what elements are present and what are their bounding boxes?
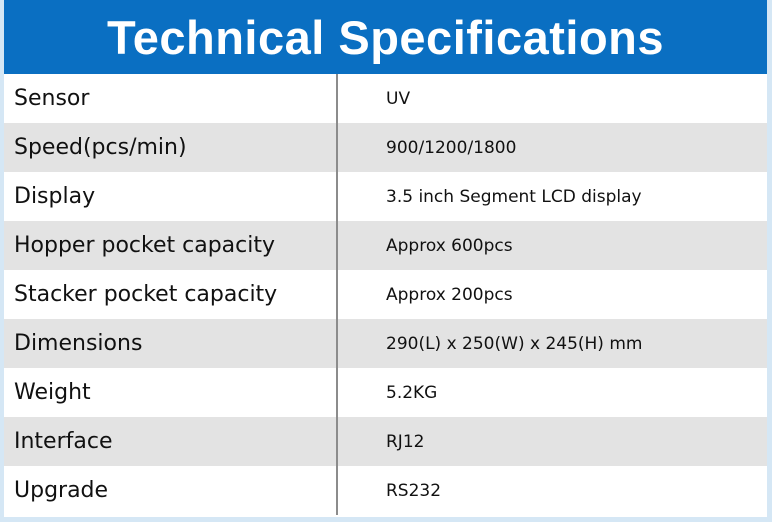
spec-row: Dimensions 290(L) x 250(W) x 245(H) mm (4, 319, 767, 368)
spec-value: 5.2KG (386, 382, 438, 403)
spec-card: Technical Specifications Sensor UV Speed(p… (4, 0, 767, 517)
spec-value: RJ12 (386, 431, 425, 452)
spec-row: Upgrade RS232 (4, 466, 767, 515)
spec-label: Weight (4, 368, 338, 417)
spec-row: Sensor UV (4, 74, 767, 123)
spec-label: Stacker pocket capacity (4, 270, 338, 319)
spec-label: Hopper pocket capacity (4, 221, 338, 270)
spec-value: Approx 600pcs (386, 235, 513, 256)
spec-value: 900/1200/1800 (386, 137, 517, 158)
spec-label: Speed(pcs/min) (4, 123, 338, 172)
spec-value: 3.5 inch Segment LCD display (386, 186, 642, 207)
title: Technical Specifications (4, 0, 767, 74)
spec-label: Sensor (4, 74, 338, 123)
spec-value: Approx 200pcs (386, 284, 513, 305)
spec-value: RS232 (386, 480, 442, 501)
spec-label: Dimensions (4, 319, 338, 368)
spec-value: 290(L) x 250(W) x 245(H) mm (386, 333, 643, 354)
spec-label: Upgrade (4, 466, 338, 515)
spec-label: Interface (4, 417, 338, 466)
spec-row: Stacker pocket capacity Approx 200pcs (4, 270, 767, 319)
spec-row: Display 3.5 inch Segment LCD display (4, 172, 767, 221)
spec-value: UV (386, 88, 411, 109)
spec-row: Hopper pocket capacity Approx 600pcs (4, 221, 767, 270)
spec-row: Weight 5.2KG (4, 368, 767, 417)
spec-row: Speed(pcs/min) 900/1200/1800 (4, 123, 767, 172)
spec-row: Interface RJ12 (4, 417, 767, 466)
spec-table: Sensor UV Speed(pcs/min) 900/1200/1800 Displ… (4, 74, 767, 515)
spec-label: Display (4, 172, 338, 221)
